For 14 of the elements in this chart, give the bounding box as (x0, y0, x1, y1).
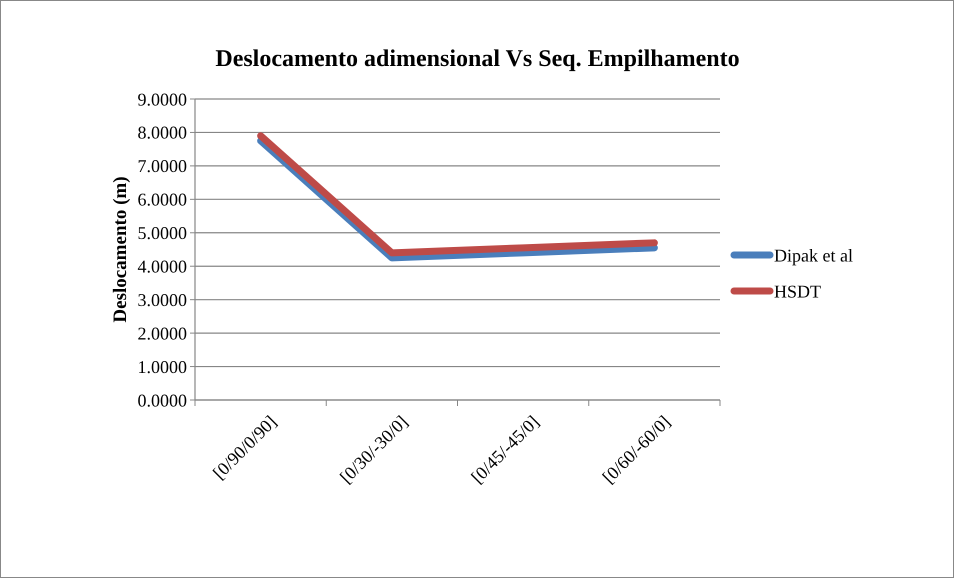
y-axis-title: Deslocamento (m) (110, 176, 131, 323)
legend-label: Dipak et al (774, 245, 853, 266)
y-tick-label: 5.0000 (138, 223, 187, 244)
y-tick-label: 8.0000 (138, 122, 187, 143)
y-tick-label: 7.0000 (138, 156, 187, 176)
y-tick-label: 2.0000 (138, 323, 187, 344)
y-tick-label: 1.0000 (138, 356, 187, 377)
y-tick-label: 6.0000 (138, 190, 187, 210)
y-tick-label: 4.0000 (138, 256, 187, 277)
legend-label: HSDT (774, 281, 822, 302)
y-tick-label: 0.0000 (138, 390, 187, 410)
chart-title: Deslocamento adimensional Vs Seq. Empilhamento (215, 46, 740, 72)
y-tick-label: 9.0000 (138, 89, 187, 110)
y-tick-label: 3.0000 (138, 290, 187, 310)
